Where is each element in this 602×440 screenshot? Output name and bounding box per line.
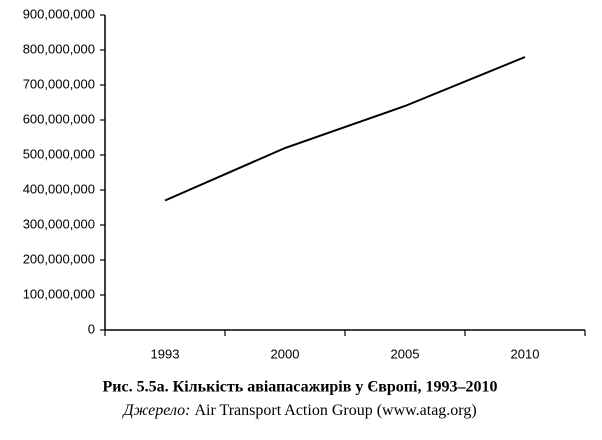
y-tick-label: 600,000,000 [23, 111, 95, 126]
x-tick-label: 2010 [511, 346, 540, 361]
y-tick-label: 100,000,000 [23, 286, 95, 301]
y-tick-label: 800,000,000 [23, 41, 95, 56]
y-tick-label: 0 [88, 321, 95, 336]
source-text: Air Transport Action Group (www.atag.org… [194, 402, 476, 419]
y-tick-label: 400,000,000 [23, 181, 95, 196]
chart-title: Рис. 5.5а. Кількість авіапасажирів у Євр… [103, 379, 498, 396]
y-tick-label: 300,000,000 [23, 216, 95, 231]
x-tick-label: 2005 [391, 346, 420, 361]
source-label: Джерело: [121, 402, 190, 419]
y-tick-label: 200,000,000 [23, 251, 95, 266]
data-line [164, 56, 526, 202]
y-tick-label: 700,000,000 [23, 76, 95, 91]
chart-source: Джерело: Air Transport Action Group (www… [121, 402, 476, 419]
x-tick-label: 2000 [271, 346, 300, 361]
y-tick-label: 500,000,000 [23, 146, 95, 161]
x-tick-label: 1993 [151, 346, 180, 361]
y-tick-label: 900,000,000 [23, 6, 95, 21]
